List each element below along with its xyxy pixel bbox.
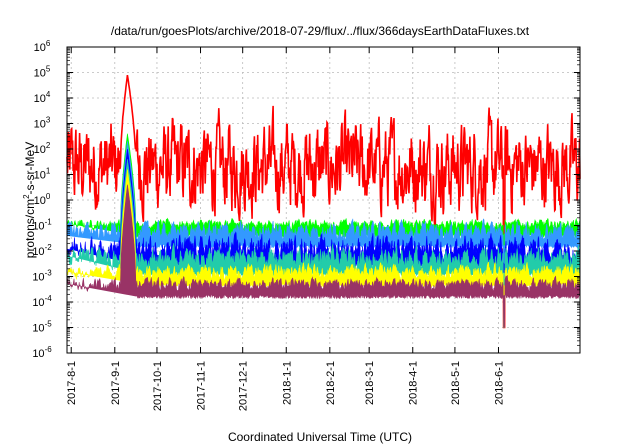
y-tick-label: 100	[34, 192, 51, 207]
y-tick-label: 106	[34, 39, 51, 54]
y-tick-label: 102	[34, 141, 51, 156]
x-tick-label: 2018-6-1	[493, 361, 505, 405]
x-tick-label: 2017-10-1	[152, 361, 164, 411]
x-tick-label: 2018-4-1	[408, 361, 420, 405]
x-axis: 2017-8-1 2017-9-1 2017-10-1 2017-11-1 2017-1…	[66, 47, 505, 411]
y-axis-label: protons/cm2-s-sr-MeV	[22, 142, 37, 258]
plot-area	[66, 74, 581, 329]
x-tick-label: 2018-2-1	[325, 361, 337, 405]
y-tick-label: 101	[34, 167, 51, 182]
y-axis: 10-6 10-5 10-4 10-3 10-2 10-1 100 101 102 103 104 1…	[32, 39, 580, 360]
y-label-rest: -s-sr-MeV	[23, 142, 37, 195]
series-line-red	[66, 74, 581, 329]
y-label-base: protons/cm	[23, 199, 37, 258]
y-tick-label: 104	[34, 90, 51, 105]
x-tick-label: 2017-12-1	[238, 361, 250, 411]
x-tick-label: 2017-8-1	[66, 361, 78, 405]
y-tick-label: 10-1	[32, 218, 52, 233]
x-tick-label: 2018-1-1	[281, 361, 293, 405]
y-tick-label: 10-2	[32, 243, 52, 258]
series-band-6	[66, 184, 581, 328]
y-tick-label: 105	[34, 65, 51, 80]
y-tick-label: 10-6	[32, 345, 52, 360]
x-axis-label: Coordinated Universal Time (UTC)	[228, 430, 412, 444]
chart-title: /data/run/goesPlots/archive/2018-07-29/f…	[111, 24, 530, 38]
y-tick-label: 10-5	[32, 320, 52, 335]
x-tick-label: 2018-5-1	[450, 361, 462, 405]
x-tick-label: 2017-11-1	[196, 361, 208, 410]
x-tick-label: 2017-9-1	[110, 361, 122, 405]
x-tick-label: 2018-3-1	[364, 361, 376, 405]
y-tick-label: 103	[34, 116, 51, 131]
y-tick-label: 10-4	[32, 294, 52, 309]
y-label-sup: 2	[22, 194, 31, 199]
y-tick-label: 10-3	[32, 269, 52, 284]
